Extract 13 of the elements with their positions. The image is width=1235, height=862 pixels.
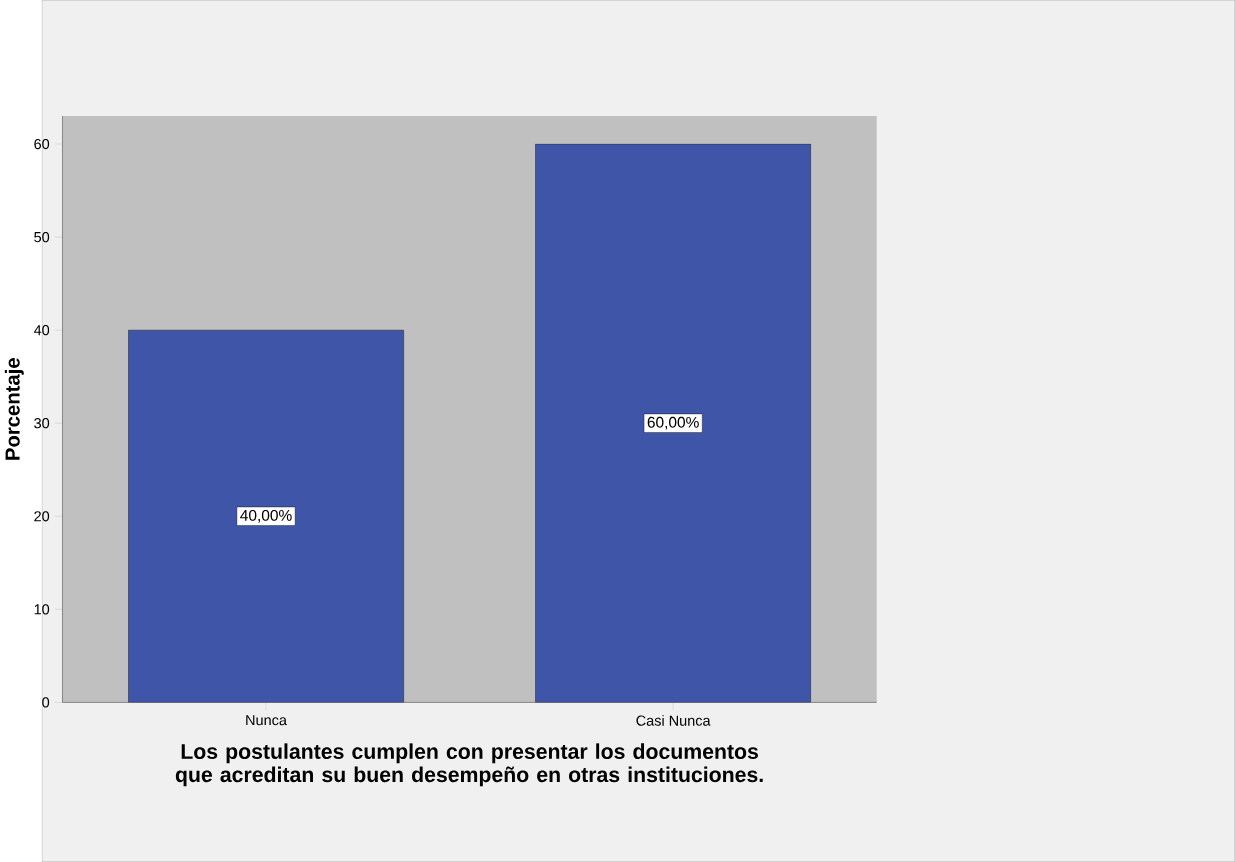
y-tick-label: 20	[34, 511, 50, 522]
data-label: 60,00%	[647, 416, 699, 430]
y-tick-label: 30	[34, 418, 50, 429]
y-axis-title: Porcentaje	[4, 358, 24, 460]
y-tick-label: 60	[34, 138, 50, 150]
x-tick-label: Nunca	[246, 715, 287, 726]
x-axis-title: Los postulantes cumplen con presentar los documentos que acreditan su buen desempeño en otras instituciones.	[175, 743, 763, 787]
x-tick-label: Casi Nunca	[636, 715, 711, 726]
y-tick-label: 50	[34, 231, 50, 243]
y-tick-label: 0	[42, 697, 50, 708]
data-label: 40,00%	[240, 509, 292, 523]
y-tick-label: 40	[33, 325, 50, 336]
y-tick-label: 10	[34, 604, 50, 615]
